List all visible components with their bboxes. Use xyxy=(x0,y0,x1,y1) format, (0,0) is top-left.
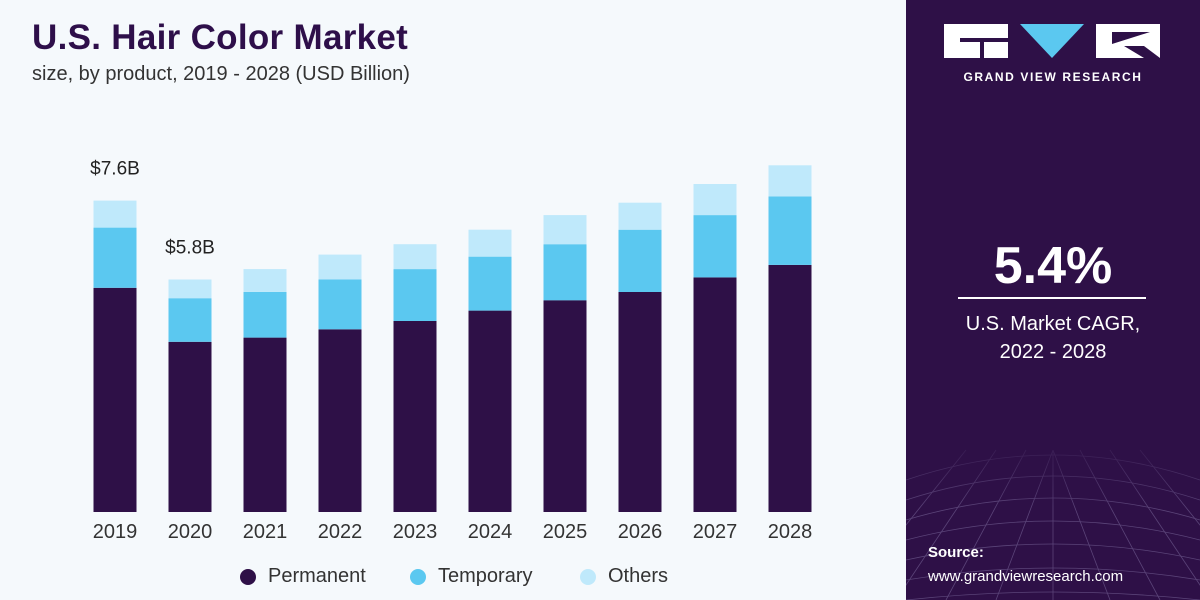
cagr-divider xyxy=(958,297,1146,299)
bar-temporary-2019 xyxy=(93,227,137,288)
bar-others-2025 xyxy=(543,215,587,245)
chart-subtitle: size, by product, 2019 - 2028 (USD Billi… xyxy=(32,63,410,85)
x-tick-label: 2020 xyxy=(168,521,213,543)
bar-permanent-2019 xyxy=(93,287,137,512)
cagr-label: U.S. Market CAGR, 2022 - 2028 xyxy=(906,310,1200,366)
data-label-total: $5.8B xyxy=(165,238,215,259)
gvr-logo-icon xyxy=(944,24,1160,58)
bar-others-2019 xyxy=(93,200,137,228)
chart-panel: U.S. Hair Color Market size, by product,… xyxy=(0,18,906,591)
bar-temporary-2024 xyxy=(468,256,512,311)
grid-decoration xyxy=(906,430,1200,600)
cagr-label-line1: U.S. Market CAGR, xyxy=(965,313,1141,335)
legend-item-others: Others xyxy=(580,565,668,588)
legend-swatch xyxy=(410,568,426,585)
bar-permanent-2025 xyxy=(543,300,587,512)
chart-title: U.S. Hair Color Market xyxy=(32,18,409,57)
bar-permanent-2026 xyxy=(618,291,662,512)
bar-temporary-2028 xyxy=(768,196,812,265)
x-tick-label: 2021 xyxy=(243,521,288,543)
bar-permanent-2022 xyxy=(318,329,362,512)
bar-others-2023 xyxy=(393,244,437,270)
cagr-label-line2: 2022 - 2028 xyxy=(999,341,1107,363)
x-tick-label: 2024 xyxy=(468,521,513,543)
bar-temporary-2023 xyxy=(393,269,437,321)
cagr-value: 5.4% xyxy=(993,237,1113,295)
bar-others-2024 xyxy=(468,229,512,257)
x-tick-label: 2022 xyxy=(318,521,363,543)
legend-label: Others xyxy=(608,565,669,587)
bar-others-2021 xyxy=(243,269,287,292)
bar-temporary-2021 xyxy=(243,291,287,338)
sidebar-panel: GRAND VIEW RESEARCH 5.4% U.S. Market CAG… xyxy=(906,0,1200,600)
bar-others-2028 xyxy=(768,165,812,197)
bar-others-2027 xyxy=(693,184,737,216)
legend-item-temporary: Temporary xyxy=(410,565,532,588)
stacked-bar-chart: 2019 2020 2021 2022 2023 2024 2025 2026 2027 2028… xyxy=(90,159,813,543)
bar-permanent-2020 xyxy=(168,341,212,512)
legend-item-permanent: Permanent xyxy=(240,565,366,588)
bar-temporary-2027 xyxy=(693,215,737,278)
bar-others-2022 xyxy=(318,254,362,280)
bar-permanent-2021 xyxy=(243,337,287,512)
data-label-total: $7.6B xyxy=(90,159,140,180)
bar-permanent-2024 xyxy=(468,310,512,512)
x-tick-label: 2025 xyxy=(543,521,588,543)
legend-swatch xyxy=(240,568,256,585)
x-tick-label: 2028 xyxy=(768,521,813,543)
bar-temporary-2022 xyxy=(318,279,362,330)
bar-permanent-2023 xyxy=(393,321,437,512)
brand-name: GRAND VIEW RESEARCH xyxy=(963,70,1143,84)
bar-temporary-2025 xyxy=(543,244,587,301)
bar-temporary-2020 xyxy=(168,298,212,342)
x-tick-label: 2019 xyxy=(93,521,138,543)
chart-legend: Permanent Temporary Others xyxy=(0,563,906,591)
x-tick-label: 2023 xyxy=(393,521,438,543)
legend-label: Permanent xyxy=(268,565,366,587)
x-tick-label: 2027 xyxy=(693,521,738,543)
bar-permanent-2028 xyxy=(768,264,812,512)
legend-label: Temporary xyxy=(438,565,533,587)
x-tick-label: 2026 xyxy=(618,521,663,543)
source-link[interactable]: www.grandviewresearch.com xyxy=(928,568,1124,585)
bar-others-2020 xyxy=(168,279,212,299)
bar-permanent-2027 xyxy=(693,277,737,512)
bar-others-2026 xyxy=(618,202,662,230)
source-title: Source: xyxy=(928,544,984,561)
legend-swatch xyxy=(580,568,596,585)
bar-temporary-2026 xyxy=(618,229,662,292)
